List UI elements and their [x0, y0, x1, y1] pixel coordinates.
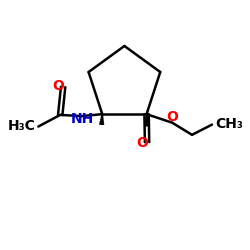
Text: O: O — [52, 79, 64, 93]
Polygon shape — [145, 114, 149, 126]
Text: CH₃: CH₃ — [215, 117, 243, 131]
Text: H₃C: H₃C — [8, 119, 36, 133]
Text: O: O — [136, 136, 148, 149]
Text: NH: NH — [71, 112, 94, 126]
Text: O: O — [166, 110, 178, 124]
